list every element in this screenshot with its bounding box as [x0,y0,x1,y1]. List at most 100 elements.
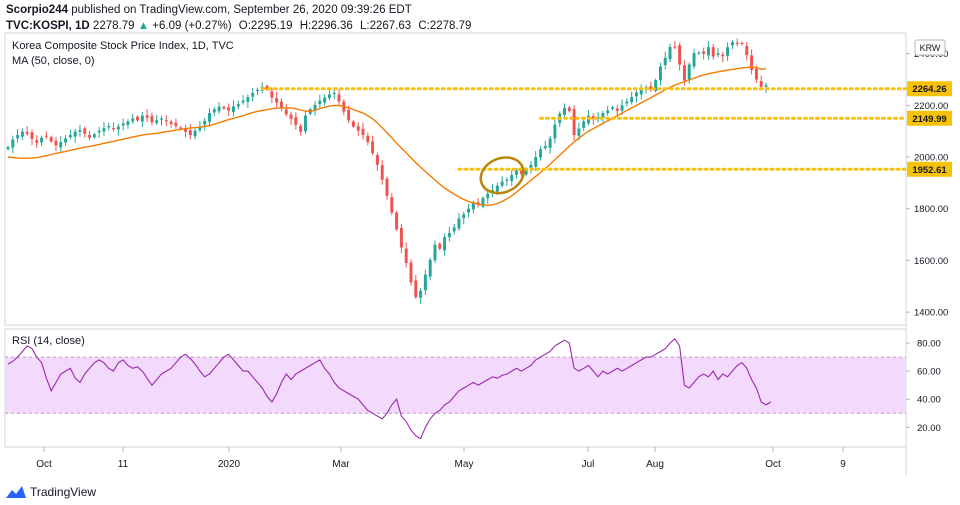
published-text: published on TradingView.com, September … [71,4,412,16]
candle-body [255,89,259,92]
candle-body [553,124,557,139]
candle-body [428,259,432,277]
candle-body [68,135,72,138]
candle-body [730,42,734,46]
candle-body [116,126,120,130]
candle-body [596,116,600,118]
candle-body [217,106,221,112]
time-tick-label: 11 [118,459,129,470]
level-price-tag [907,110,952,126]
candle-body [246,97,250,102]
candle-body [49,137,53,142]
candle-body [687,64,691,80]
price-tick-label: 1600.00 [914,256,948,267]
rsi-tick-label: 40.00 [917,395,941,406]
candle-body [188,130,192,136]
time-tick-label: 2020 [218,459,241,470]
candle-body [423,274,427,291]
candle-body [443,237,447,251]
rsi-tick-label: 60.00 [917,367,941,378]
candle-body [390,197,394,213]
close-value: 2278.79 [429,20,472,32]
candle-body [318,100,322,105]
candle-body [212,109,216,113]
candle-body [136,116,140,121]
candle-body [203,120,207,125]
candle-body [275,97,279,103]
candle-body [481,197,485,207]
support-resistance-levels: 2264.26 2149.99 1952.61 [260,81,952,177]
ohlc-line: TVC:KOSPI, 1D 2278.79 ▲ +6.09 (+0.27%) O… [6,18,471,34]
candle-body [327,94,331,98]
candle-body [375,155,379,165]
level-price-label: 1952.61 [912,165,947,176]
chart-canvas[interactable]: 1400.001600.001800.002000.002200.002400.… [0,0,960,480]
candle-body [721,54,725,57]
candle-body [414,280,418,298]
candle-body [745,45,749,55]
candle-body [764,85,768,87]
candle-body [577,128,581,136]
candle-body [371,141,375,154]
candle-body [543,146,547,149]
candle-body [150,115,154,123]
time-tick-label: Oct [36,459,52,470]
candle-body [131,118,135,122]
candle-body [452,227,456,232]
candle-body [164,120,168,122]
candle-body [78,129,82,132]
publisher-name[interactable]: Scorpio244 [6,4,68,16]
candle-body [179,127,183,129]
candle-body [241,100,245,103]
candle-body [251,92,255,97]
candle-body [563,107,566,115]
candle-body [726,47,730,56]
candle-body [174,122,178,127]
candle-body [697,52,701,54]
candle-body [385,178,389,196]
candle-body [366,135,370,143]
high-value: 2296.36 [311,20,353,32]
candle-body [759,81,763,87]
candle-body [44,135,48,137]
candle-body [654,80,658,91]
time-tick-label: Mar [332,459,350,470]
candle-body [356,126,360,131]
candle-body [634,92,638,97]
currency-badge[interactable] [914,39,946,56]
candle-body [582,121,586,128]
candle-body [615,108,619,112]
candle-body [184,128,187,132]
ma-legend: MA (50, close, 0) [12,55,95,67]
rsi-tick-label: 20.00 [917,423,941,434]
candle-body [169,121,173,124]
last-price: 2278.79 [92,20,135,32]
candle-body [399,227,403,248]
candle-body [299,125,303,132]
price-pane-frame [4,32,907,326]
candle-body [519,168,523,174]
candle-body [16,135,20,139]
level-price-tag [907,81,952,97]
high-label: H: [299,20,312,32]
candle-body [270,91,274,98]
candle-body [668,46,672,59]
candle-body [294,117,298,125]
candle-body [155,120,159,123]
candle-body [673,46,677,48]
time-tick-label: Aug [646,459,664,470]
candle-body [447,233,451,238]
tradingview-logo-icon [6,486,26,498]
candle-body [102,128,106,132]
price-tick-label: 1400.00 [914,308,948,319]
candle-body [227,107,231,111]
candle-body [20,131,24,137]
candle-body [500,181,504,186]
candle-body [750,55,754,70]
candle-body [97,130,101,133]
candle-body [510,175,514,181]
candle-body [232,106,235,113]
candle-body [347,110,351,121]
candle-body [548,138,552,148]
candle-body [611,107,614,109]
